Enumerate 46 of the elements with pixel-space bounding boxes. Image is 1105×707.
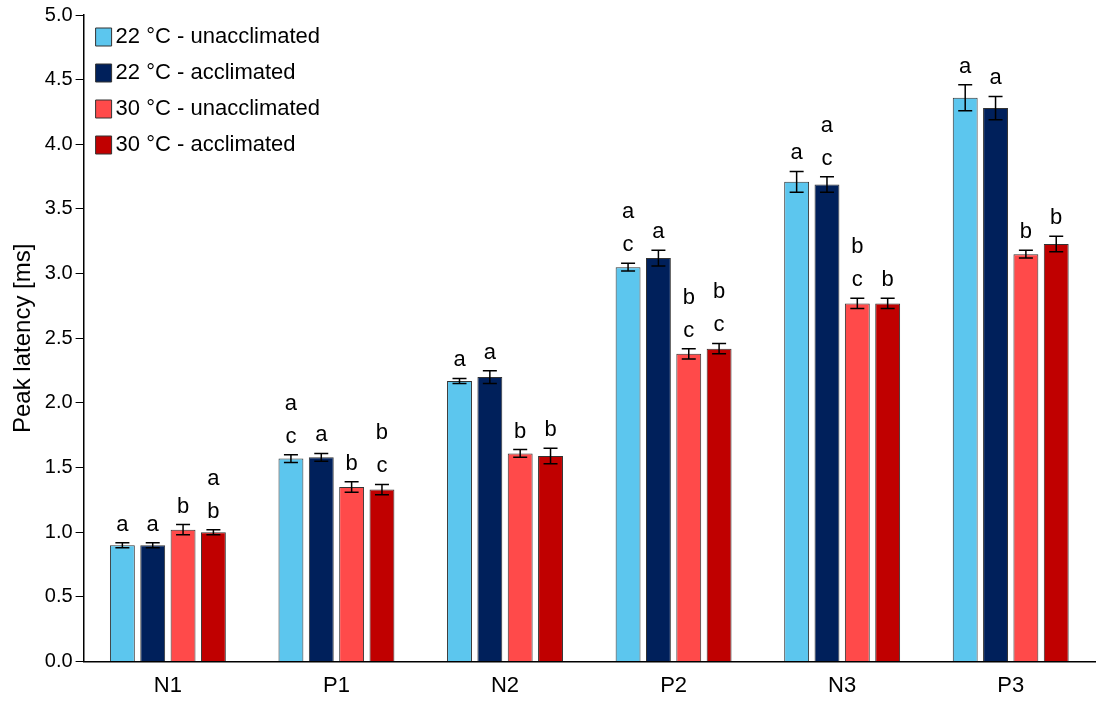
legend-label: 22 °C - acclimated xyxy=(115,59,296,85)
data-label: b xyxy=(176,492,190,518)
y-tick-label: 5.0 xyxy=(44,2,73,25)
y-tick-label: 4.0 xyxy=(44,131,73,154)
data-label: b xyxy=(544,416,557,442)
y-tick-label: 2.0 xyxy=(44,390,73,413)
data-label: a c xyxy=(284,389,298,448)
y-tick-label: 0.0 xyxy=(44,649,73,672)
data-label: a xyxy=(146,510,160,536)
y-tick-label: 4.5 xyxy=(44,67,73,90)
x-tick-label: P2 xyxy=(660,671,688,697)
data-label: a xyxy=(790,139,804,165)
data-label: a xyxy=(453,346,467,372)
data-label: a b xyxy=(207,464,221,523)
data-label: a xyxy=(652,218,666,244)
data-label: a c xyxy=(820,111,834,170)
x-tick-label: N3 xyxy=(828,671,857,697)
data-label: a c xyxy=(621,198,635,257)
x-tick-label: P1 xyxy=(322,671,350,697)
legend-label: 30 °C - acclimated xyxy=(115,131,296,157)
y-tick-label: 1.5 xyxy=(44,455,73,478)
x-tick-label: N1 xyxy=(153,671,182,697)
data-label: b c xyxy=(682,283,695,342)
x-tick-label: N2 xyxy=(490,671,520,697)
data-label: b c xyxy=(375,419,389,478)
data-label: a xyxy=(959,52,973,78)
data-label: b xyxy=(1050,204,1063,230)
y-tick-label: 2.5 xyxy=(44,325,73,348)
data-label: a xyxy=(116,510,130,536)
y-tick-label: 0.5 xyxy=(44,584,73,607)
y-axis-title: Peak latency [ms] xyxy=(8,243,36,434)
data-label: b xyxy=(1019,218,1033,244)
y-tick-label: 3.0 xyxy=(44,261,73,284)
legend-label: 30 °C - unacclimated xyxy=(115,95,321,121)
data-label: b c xyxy=(851,233,864,292)
data-label: b xyxy=(514,417,527,443)
y-tick-label: 3.5 xyxy=(44,196,73,219)
data-label: b xyxy=(345,449,358,475)
data-label: a xyxy=(483,338,497,364)
data-label: a xyxy=(989,64,1003,90)
data-label: a xyxy=(315,421,329,447)
data-label: b xyxy=(881,266,894,292)
y-tick-label: 1.0 xyxy=(44,519,73,542)
legend-label: 22 °C - unacclimated xyxy=(115,23,321,49)
x-tick-label: P3 xyxy=(997,671,1025,697)
data-label: b c xyxy=(712,278,726,337)
